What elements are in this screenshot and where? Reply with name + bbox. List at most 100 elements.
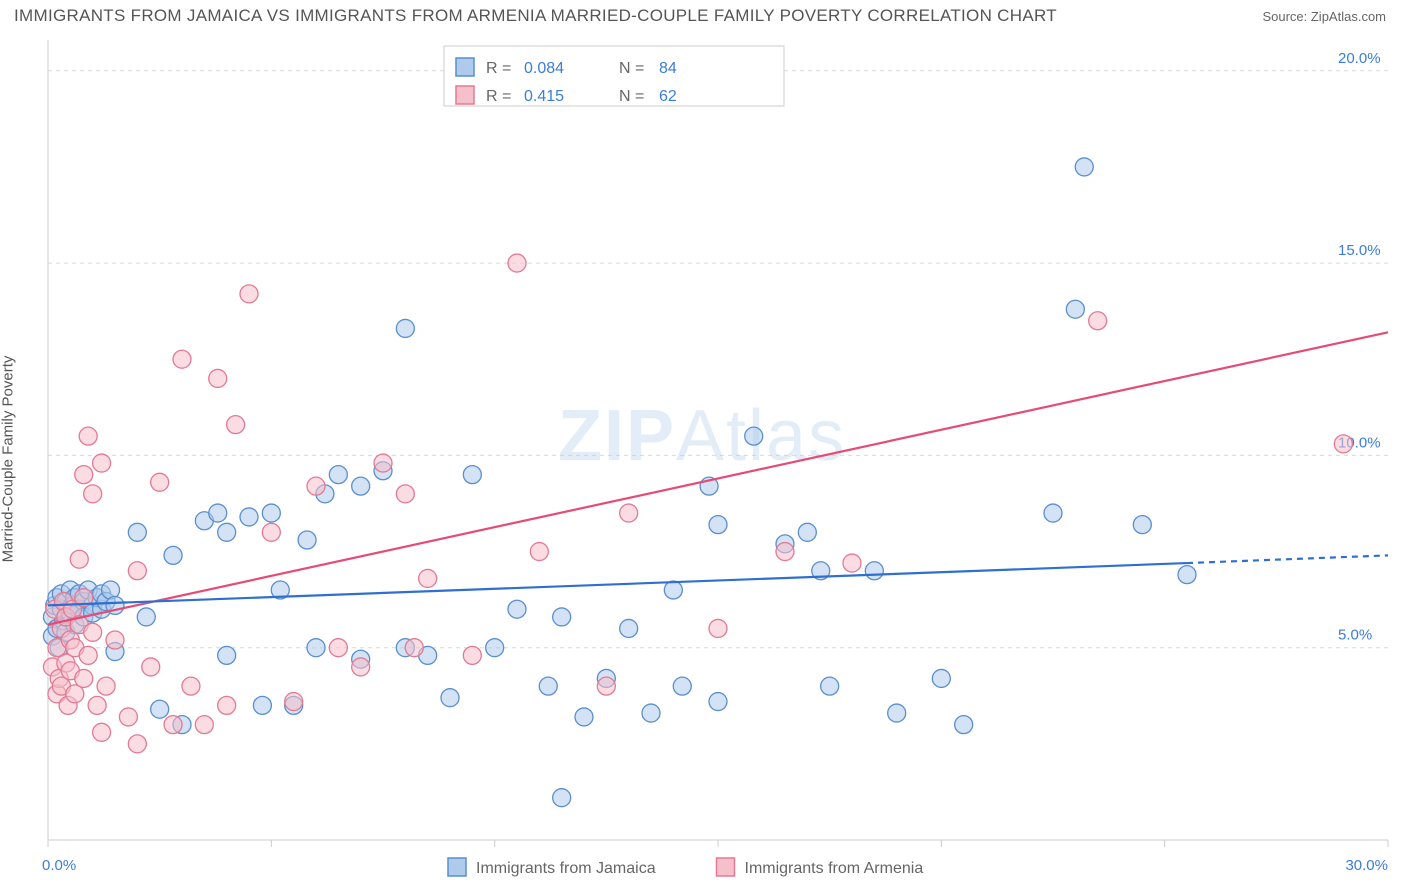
data-point — [463, 646, 481, 664]
legend-r-label: R = — [486, 60, 511, 77]
data-point — [128, 735, 146, 753]
data-point — [673, 677, 691, 695]
source-label: Source: ZipAtlas.com — [1262, 9, 1386, 24]
legend-swatch — [717, 858, 735, 876]
data-point — [620, 619, 638, 637]
y-axis-label: Married-Couple Family Poverty — [0, 356, 17, 563]
data-point — [642, 704, 660, 722]
x-min-label: 0.0% — [42, 857, 76, 874]
y-tick-label: 20.0% — [1338, 50, 1381, 67]
data-point — [84, 623, 102, 641]
legend-n-label: N = — [619, 60, 644, 77]
scatter-chart: 5.0%10.0%15.0%20.0%ZIPAtlasR =0.084N =84… — [0, 30, 1406, 888]
data-point — [209, 504, 227, 522]
data-point — [227, 416, 245, 434]
data-point — [75, 669, 93, 687]
data-point — [79, 427, 97, 445]
data-point — [1133, 516, 1151, 534]
data-point — [164, 546, 182, 564]
data-point — [195, 716, 213, 734]
data-point — [240, 285, 258, 303]
data-point — [396, 485, 414, 503]
data-point — [106, 631, 124, 649]
chart-title: IMMIGRANTS FROM JAMAICA VS IMMIGRANTS FR… — [14, 6, 1057, 26]
data-point — [70, 550, 88, 568]
data-point — [597, 677, 615, 695]
legend-swatch — [448, 858, 466, 876]
data-point — [441, 689, 459, 707]
data-point — [253, 696, 271, 714]
data-point — [405, 639, 423, 657]
data-point — [955, 716, 973, 734]
trend-line-jamaica-ext — [1187, 555, 1388, 563]
data-point — [508, 254, 526, 272]
data-point — [93, 723, 111, 741]
data-point — [182, 677, 200, 695]
data-point — [128, 523, 146, 541]
data-point — [709, 516, 727, 534]
data-point — [307, 639, 325, 657]
data-point — [575, 708, 593, 726]
data-point — [164, 716, 182, 734]
data-point — [298, 531, 316, 549]
data-point — [745, 427, 763, 445]
data-point — [1075, 158, 1093, 176]
data-point — [79, 646, 97, 664]
data-point — [1089, 312, 1107, 330]
data-point — [307, 477, 325, 495]
data-point — [821, 677, 839, 695]
data-point — [329, 639, 347, 657]
data-point — [1044, 504, 1062, 522]
data-point — [664, 581, 682, 599]
watermark: ZIPAtlas — [558, 396, 846, 476]
data-point — [463, 466, 481, 484]
data-point — [137, 608, 155, 626]
legend-n-value: 84 — [659, 60, 677, 77]
data-point — [173, 350, 191, 368]
data-point — [620, 504, 638, 522]
data-point — [553, 608, 571, 626]
data-point — [530, 543, 548, 561]
data-point — [396, 319, 414, 337]
data-point — [93, 454, 111, 472]
legend-r-label: R = — [486, 88, 511, 105]
data-point — [888, 704, 906, 722]
legend-series-label: Immigrants from Jamaica — [476, 860, 656, 877]
y-tick-label: 15.0% — [1338, 242, 1381, 259]
data-point — [151, 473, 169, 491]
data-point — [419, 569, 437, 587]
trend-line-jamaica — [48, 563, 1187, 605]
legend-n-label: N = — [619, 88, 644, 105]
data-point — [932, 669, 950, 687]
data-point — [539, 677, 557, 695]
data-point — [329, 466, 347, 484]
data-point — [218, 646, 236, 664]
data-point — [865, 562, 883, 580]
data-point — [75, 466, 93, 484]
data-point — [553, 789, 571, 807]
data-point — [151, 700, 169, 718]
data-point — [1334, 435, 1352, 453]
data-point — [97, 677, 115, 695]
title-bar: IMMIGRANTS FROM JAMAICA VS IMMIGRANTS FR… — [0, 0, 1406, 30]
data-point — [262, 504, 280, 522]
data-point — [776, 543, 794, 561]
data-point — [1178, 566, 1196, 584]
data-point — [119, 708, 137, 726]
data-point — [709, 693, 727, 711]
legend-swatch — [456, 86, 474, 104]
data-point — [798, 523, 816, 541]
y-tick-label: 5.0% — [1338, 627, 1372, 644]
plot-area: Married-Couple Family Poverty 5.0%10.0%1… — [0, 30, 1406, 888]
data-point — [352, 658, 370, 676]
data-point — [374, 454, 392, 472]
legend-r-value: 0.415 — [524, 88, 564, 105]
data-point — [709, 619, 727, 637]
data-point — [843, 554, 861, 572]
legend-r-value: 0.084 — [524, 60, 564, 77]
data-point — [285, 693, 303, 711]
data-point — [240, 508, 258, 526]
data-point — [1066, 300, 1084, 318]
data-point — [352, 477, 370, 495]
data-point — [508, 600, 526, 618]
